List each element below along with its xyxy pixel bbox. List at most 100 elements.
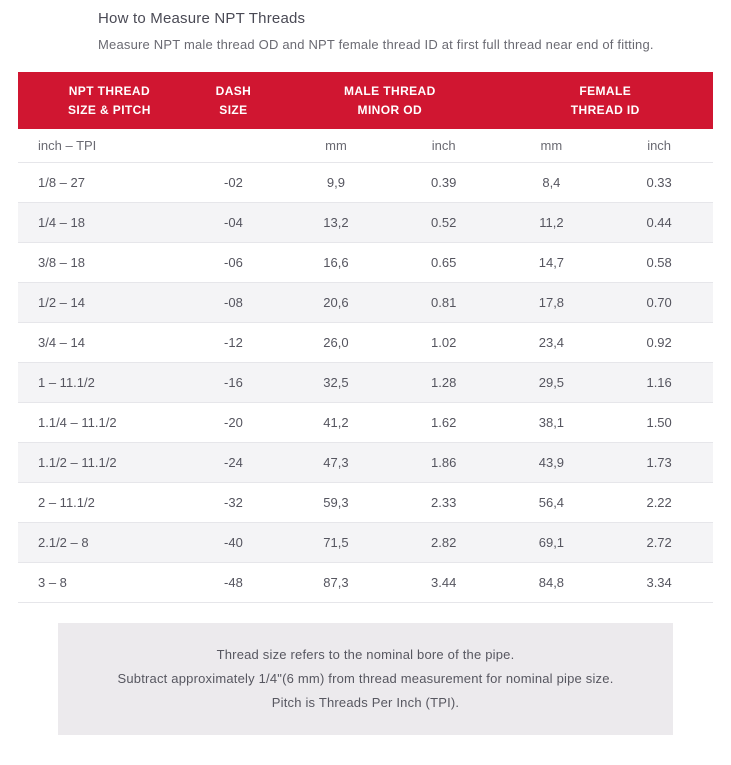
cell-female-in: 2.22 xyxy=(605,483,713,523)
cell-female-in: 0.33 xyxy=(605,163,713,203)
cell-male-mm: 9,9 xyxy=(282,163,390,203)
table-row: 3/8 – 18-0616,60.6514,70.58 xyxy=(18,243,713,283)
cell-female-in: 0.44 xyxy=(605,203,713,243)
cell-male-in: 0.39 xyxy=(390,163,498,203)
cell-size: 3/4 – 14 xyxy=(18,323,185,363)
header-male: MALE THREAD MINOR OD xyxy=(282,72,497,129)
cell-male-in: 1.02 xyxy=(390,323,498,363)
footnote-line-2: Subtract approximately 1/4"(6 mm) from t… xyxy=(84,667,647,691)
cell-size: 1/8 – 27 xyxy=(18,163,185,203)
table-row: 2 – 11.1/2-3259,32.3356,42.22 xyxy=(18,483,713,523)
cell-male-mm: 26,0 xyxy=(282,323,390,363)
table-row: 1/2 – 14-0820,60.8117,80.70 xyxy=(18,283,713,323)
cell-male-in: 2.82 xyxy=(390,523,498,563)
cell-size: 1/2 – 14 xyxy=(18,283,185,323)
cell-female-mm: 84,8 xyxy=(498,563,606,603)
cell-size: 2.1/2 – 8 xyxy=(18,523,185,563)
cell-dash: -20 xyxy=(185,403,282,443)
table-row: 1.1/2 – 11.1/2-2447,31.8643,91.73 xyxy=(18,443,713,483)
cell-size: 1/4 – 18 xyxy=(18,203,185,243)
subheader-size: inch – TPI xyxy=(18,129,185,163)
page-title: How to Measure NPT Threads xyxy=(98,10,713,27)
header-size-l1: NPT THREAD xyxy=(38,82,181,101)
cell-size: 2 – 11.1/2 xyxy=(18,483,185,523)
table-row: 3 – 8-4887,33.4484,83.34 xyxy=(18,563,713,603)
cell-dash: -04 xyxy=(185,203,282,243)
header-female-l2: THREAD ID xyxy=(502,101,709,120)
cell-female-in: 1.73 xyxy=(605,443,713,483)
table-row: 1/8 – 27-029,90.398,40.33 xyxy=(18,163,713,203)
cell-dash: -16 xyxy=(185,363,282,403)
cell-male-in: 1.62 xyxy=(390,403,498,443)
cell-female-mm: 23,4 xyxy=(498,323,606,363)
cell-size: 3 – 8 xyxy=(18,563,185,603)
table-row: 1 – 11.1/2-1632,51.2829,51.16 xyxy=(18,363,713,403)
header-dash-l1: DASH xyxy=(189,82,278,101)
header-size-l2: SIZE & PITCH xyxy=(38,101,181,120)
subheader-male-in: inch xyxy=(390,129,498,163)
cell-female-in: 1.50 xyxy=(605,403,713,443)
header-male-l1: MALE THREAD xyxy=(286,82,493,101)
cell-female-in: 3.34 xyxy=(605,563,713,603)
table-header: NPT THREAD SIZE & PITCH DASH SIZE MALE T… xyxy=(18,72,713,129)
cell-male-in: 0.65 xyxy=(390,243,498,283)
cell-male-mm: 32,5 xyxy=(282,363,390,403)
cell-female-in: 0.70 xyxy=(605,283,713,323)
table-row: 2.1/2 – 8-4071,52.8269,12.72 xyxy=(18,523,713,563)
npt-thread-table: NPT THREAD SIZE & PITCH DASH SIZE MALE T… xyxy=(18,72,713,603)
header-dash: DASH SIZE xyxy=(185,72,282,129)
cell-male-in: 2.33 xyxy=(390,483,498,523)
footnote-line-1: Thread size refers to the nominal bore o… xyxy=(84,643,647,667)
cell-female-mm: 43,9 xyxy=(498,443,606,483)
cell-size: 1 – 11.1/2 xyxy=(18,363,185,403)
header-female-l1: FEMALE xyxy=(502,82,709,101)
cell-female-mm: 29,5 xyxy=(498,363,606,403)
cell-female-mm: 17,8 xyxy=(498,283,606,323)
cell-dash: -48 xyxy=(185,563,282,603)
page-subtitle: Measure NPT male thread OD and NPT femal… xyxy=(98,37,713,52)
table-subheader-body: inch – TPI mm inch mm inch xyxy=(18,129,713,163)
cell-dash: -08 xyxy=(185,283,282,323)
header-size: NPT THREAD SIZE & PITCH xyxy=(18,72,185,129)
cell-dash: -40 xyxy=(185,523,282,563)
cell-dash: -06 xyxy=(185,243,282,283)
page-container: How to Measure NPT Threads Measure NPT m… xyxy=(0,10,731,765)
cell-male-in: 0.52 xyxy=(390,203,498,243)
cell-female-mm: 69,1 xyxy=(498,523,606,563)
table-row: 3/4 – 14-1226,01.0223,40.92 xyxy=(18,323,713,363)
cell-size: 1.1/4 – 11.1/2 xyxy=(18,403,185,443)
table-body: 1/8 – 27-029,90.398,40.331/4 – 18-0413,2… xyxy=(18,163,713,603)
cell-female-in: 2.72 xyxy=(605,523,713,563)
subheader-male-mm: mm xyxy=(282,129,390,163)
cell-female-in: 0.58 xyxy=(605,243,713,283)
subheader-dash xyxy=(185,129,282,163)
cell-male-mm: 71,5 xyxy=(282,523,390,563)
cell-dash: -32 xyxy=(185,483,282,523)
cell-male-mm: 16,6 xyxy=(282,243,390,283)
cell-male-in: 1.86 xyxy=(390,443,498,483)
cell-female-mm: 11,2 xyxy=(498,203,606,243)
table-row: 1/4 – 18-0413,20.5211,20.44 xyxy=(18,203,713,243)
subheader-female-in: inch xyxy=(605,129,713,163)
subheader-female-mm: mm xyxy=(498,129,606,163)
cell-male-mm: 59,3 xyxy=(282,483,390,523)
cell-male-in: 0.81 xyxy=(390,283,498,323)
cell-dash: -12 xyxy=(185,323,282,363)
cell-male-mm: 20,6 xyxy=(282,283,390,323)
cell-dash: -02 xyxy=(185,163,282,203)
cell-female-mm: 38,1 xyxy=(498,403,606,443)
footnote-box: Thread size refers to the nominal bore o… xyxy=(58,623,673,735)
cell-female-in: 0.92 xyxy=(605,323,713,363)
cell-dash: -24 xyxy=(185,443,282,483)
table-subheader-row: inch – TPI mm inch mm inch xyxy=(18,129,713,163)
cell-size: 3/8 – 18 xyxy=(18,243,185,283)
cell-female-mm: 56,4 xyxy=(498,483,606,523)
cell-male-mm: 41,2 xyxy=(282,403,390,443)
cell-male-in: 1.28 xyxy=(390,363,498,403)
header-dash-l2: SIZE xyxy=(189,101,278,120)
cell-female-in: 1.16 xyxy=(605,363,713,403)
cell-female-mm: 8,4 xyxy=(498,163,606,203)
table-row: 1.1/4 – 11.1/2-2041,21.6238,11.50 xyxy=(18,403,713,443)
cell-size: 1.1/2 – 11.1/2 xyxy=(18,443,185,483)
cell-female-mm: 14,7 xyxy=(498,243,606,283)
